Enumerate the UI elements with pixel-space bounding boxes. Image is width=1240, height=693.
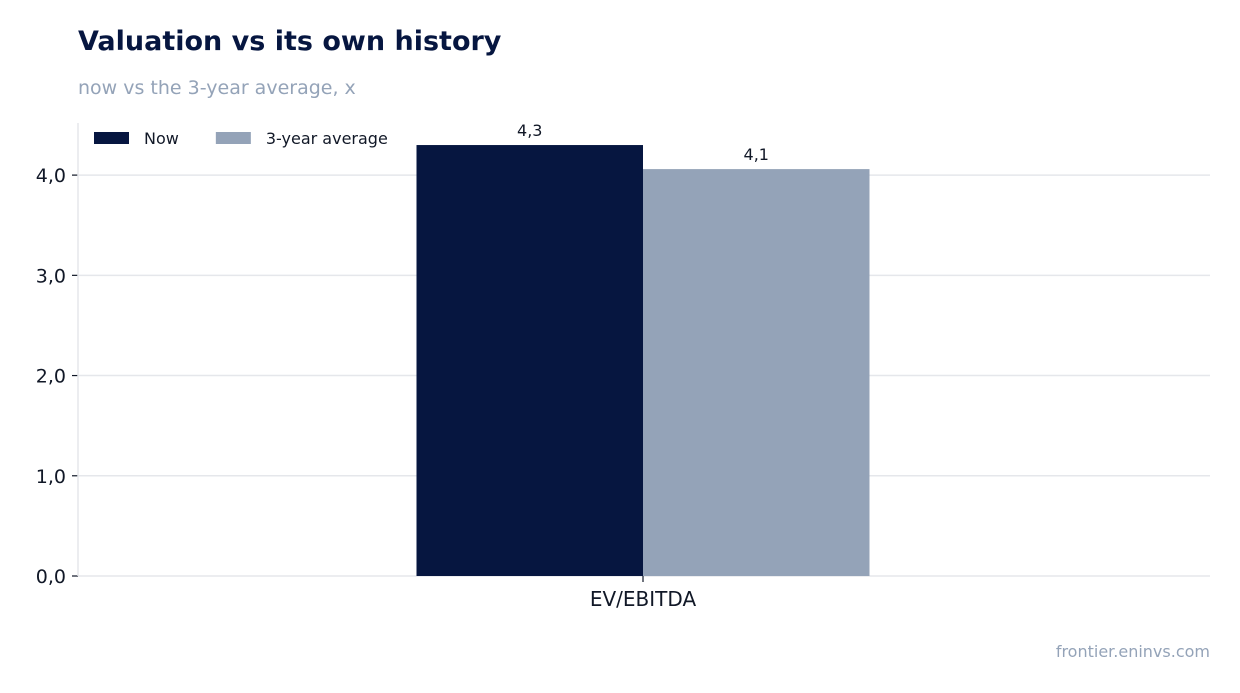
bars: 4,3 4,1 (416, 121, 870, 577)
source-credit: frontier.eninvs.com (1055, 642, 1210, 661)
y-tick-label: 1,0 (36, 466, 66, 488)
legend-label: 3-year average (266, 129, 388, 148)
bar (416, 145, 643, 577)
bar-data-label: 4,1 (744, 145, 769, 164)
chart-subtitle: now vs the 3-year average, x (78, 77, 356, 99)
y-tick-label: 2,0 (36, 366, 66, 388)
axes: 0,0 1,0 2,0 3,0 4,0 EV/EBITDA (36, 123, 697, 611)
legend-swatch (215, 132, 251, 144)
y-tick-label: 0,0 (36, 566, 66, 588)
y-tick-label: 4,0 (36, 165, 66, 187)
y-tick-label: 3,0 (36, 265, 66, 287)
bar-data-label: 4,3 (517, 121, 542, 140)
legend-swatch (94, 132, 129, 144)
chart-title: Valuation vs its own history (78, 26, 502, 57)
x-tick-label: EV/EBITDA (590, 587, 697, 611)
legend: Now 3-year average (94, 129, 388, 148)
legend-label: Now (144, 129, 179, 148)
bar (643, 169, 870, 576)
